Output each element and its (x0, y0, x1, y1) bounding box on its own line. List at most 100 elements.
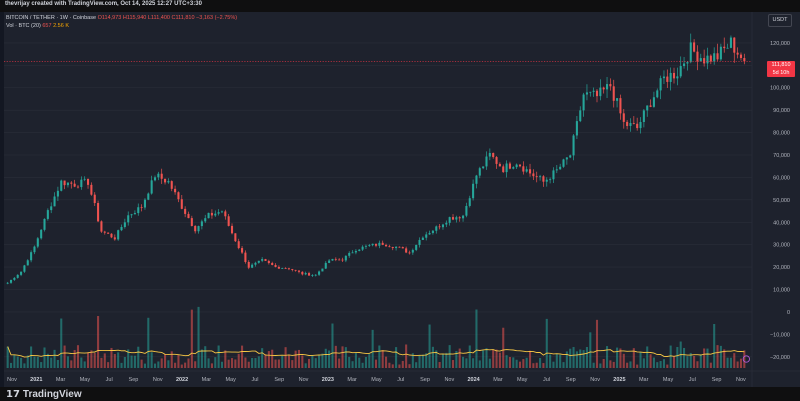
volume-bar (639, 352, 642, 368)
tradingview-logo[interactable]: 17 TradingView (6, 389, 82, 400)
volume-bar (505, 355, 508, 368)
volume-bar (301, 355, 304, 368)
candle-body (391, 246, 394, 249)
volume-bar (334, 345, 337, 368)
volume-bar (137, 346, 140, 368)
volume-value: 657 (42, 23, 52, 29)
candle-body (508, 163, 511, 169)
price-chart[interactable]: 120,000110,000100,00090,00080,00070,0006… (4, 12, 800, 387)
volume-bar (328, 350, 331, 368)
candle-body (63, 180, 66, 186)
volume-bar (204, 346, 207, 368)
volume-bar (693, 355, 696, 368)
candle-body (595, 90, 599, 97)
candle-body (589, 91, 592, 93)
chart-area[interactable]: 120,000110,000100,00090,00080,00070,0006… (4, 12, 800, 387)
candle-body (642, 110, 645, 122)
candle-body (652, 97, 655, 107)
candle-body (241, 248, 244, 253)
candle-body (331, 258, 334, 261)
volume-bar (117, 352, 120, 368)
candle-body (472, 183, 475, 199)
volume-bar (462, 356, 465, 368)
symbol-text[interactable]: BITCOIN / TETHER · 1W · Coinbase (6, 15, 97, 21)
candle-body (13, 277, 16, 280)
volume-bar (636, 364, 639, 368)
volume-bar (686, 356, 689, 368)
volume-bar (244, 357, 247, 368)
candle-body (532, 173, 535, 177)
candle-body (210, 212, 213, 216)
candle-body (478, 168, 481, 176)
volume-bar (123, 357, 126, 368)
volume-bar (743, 350, 746, 368)
price-tick-label: 0 (787, 310, 790, 316)
volume-ma-value: 2.56 K (53, 23, 69, 29)
volume-bar (140, 359, 143, 368)
candle-body (683, 63, 686, 67)
candle-body (438, 226, 441, 228)
volume-bar (107, 362, 110, 368)
volume-bar (97, 316, 100, 368)
volume-bar (726, 357, 729, 368)
candle-body (512, 167, 515, 169)
candle-body (498, 163, 501, 167)
time-tick-label: Mar (347, 377, 357, 383)
candle-body (545, 179, 548, 182)
volume-bar (304, 363, 307, 368)
candle-body (277, 266, 280, 269)
volume-bar (508, 357, 511, 368)
volume-bar (190, 309, 193, 368)
candle-body (76, 186, 80, 188)
volume-bar (689, 352, 692, 368)
candle-body (428, 233, 431, 235)
volume-bar (522, 359, 525, 368)
currency-button[interactable]: USDT (768, 14, 792, 27)
candle-body (164, 178, 167, 183)
candle-body (137, 207, 140, 214)
volume-bar (629, 361, 632, 368)
candle-body (90, 184, 93, 195)
volume-bar (545, 318, 548, 368)
candle-body (435, 226, 438, 231)
candle-body (133, 213, 136, 215)
candle-body (197, 226, 200, 232)
candle-body (729, 37, 732, 48)
candle-body (475, 175, 478, 184)
candle-body (130, 214, 133, 216)
volume-bar (187, 358, 190, 368)
volume-bar (230, 358, 234, 368)
volume-bar (696, 361, 699, 368)
candle-body (157, 173, 160, 178)
volume-bar (297, 349, 301, 368)
time-tick-label: Jul (543, 377, 550, 383)
candle-body (123, 222, 126, 227)
candle-body (575, 121, 578, 136)
candle-body (177, 192, 180, 200)
tradingview-brand: TradingView (22, 389, 82, 400)
candle-body (230, 225, 234, 234)
time-tick-label: Nov (590, 377, 600, 383)
candle-body (462, 215, 465, 219)
volume-bar (197, 306, 200, 368)
volume-bar (254, 358, 257, 368)
candle-body (552, 170, 555, 180)
candle-body (187, 213, 190, 219)
volume-label[interactable]: Vol · BTC (20) (6, 23, 41, 29)
volume-bar (167, 360, 170, 368)
volume-bar (348, 356, 351, 368)
volume-bar (13, 354, 16, 368)
candle-body (415, 244, 418, 250)
volume-bar (331, 323, 334, 368)
candle-body (408, 252, 411, 254)
price-tick-label: −10,000 (770, 332, 790, 338)
volume-bar (676, 347, 679, 368)
candle-body (535, 176, 538, 178)
candle-body (83, 178, 86, 180)
volume-bar (579, 349, 582, 368)
volume-bar (585, 346, 588, 368)
volume-bar (103, 353, 106, 368)
volume-bar (30, 346, 33, 368)
volume-bar (482, 350, 485, 368)
volume-bar (652, 357, 655, 368)
